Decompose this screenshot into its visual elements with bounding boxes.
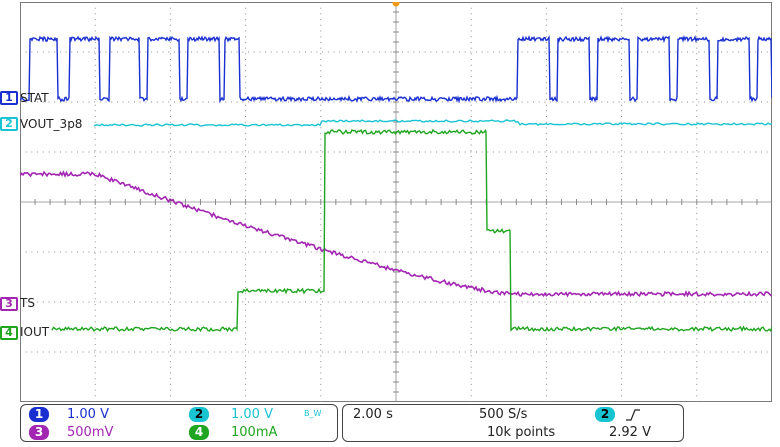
channel-1-scale: 1.00 V (67, 407, 109, 422)
vertical-settings-panel[interactable]: 1 1.00 V 2 1.00 V B_W 3 500mV 4 100mA (20, 404, 338, 442)
record-length: 10k points (487, 425, 555, 440)
channel-4-badge[interactable]: 4 (189, 425, 209, 440)
channel-3-badge[interactable]: 3 (29, 425, 49, 440)
horizontal-trigger-panel[interactable]: 2.00 s 500 S/s 10k points 2 2.92 V (342, 404, 684, 442)
rising-edge-icon (625, 408, 641, 422)
trigger-source-badge[interactable]: 2 (595, 407, 615, 422)
channel-2-scale: 1.00 V (231, 407, 273, 422)
bandwidth-limit-icon: B_W (304, 409, 321, 418)
trigger-position-marker[interactable] (393, 2, 400, 7)
channel-1-trace-label: STAT (20, 91, 49, 105)
channel-4-marker-number: 4 (5, 328, 13, 338)
channel-1-ground-marker[interactable]: 1 (0, 91, 18, 105)
channel-3-trace-label: TS (20, 296, 35, 310)
channel-4-ground-marker[interactable]: 4 (0, 326, 18, 340)
trace-vout-3p8 (94, 120, 772, 126)
channel-2-badge[interactable]: 2 (189, 407, 209, 422)
channel-4-trace-label: IOUT (20, 325, 49, 339)
channel-3-marker-number: 3 (5, 299, 13, 309)
grid-lines (20, 2, 772, 402)
sample-rate: 500 S/s (479, 407, 527, 422)
trace-iout (52, 130, 772, 331)
timebase-scale: 2.00 s (353, 407, 393, 422)
graticule (20, 2, 772, 402)
channel-1-badge[interactable]: 1 (29, 407, 49, 422)
channel-3-scale: 500mV (67, 425, 113, 440)
channel-2-ground-marker[interactable]: 2 (0, 117, 18, 131)
status-bar: 1 1.00 V 2 1.00 V B_W 3 500mV 4 100mA 2.… (20, 404, 772, 444)
channel-2-trace-label: VOUT_3p8 (20, 117, 82, 131)
trigger-level: 2.92 V (609, 425, 651, 440)
waveform-area (20, 2, 772, 402)
channel-4-scale: 100mA (231, 425, 277, 440)
channel-2-marker-number: 2 (5, 119, 13, 129)
channel-3-ground-marker[interactable]: 3 (0, 297, 18, 311)
channel-1-marker-number: 1 (5, 93, 13, 103)
